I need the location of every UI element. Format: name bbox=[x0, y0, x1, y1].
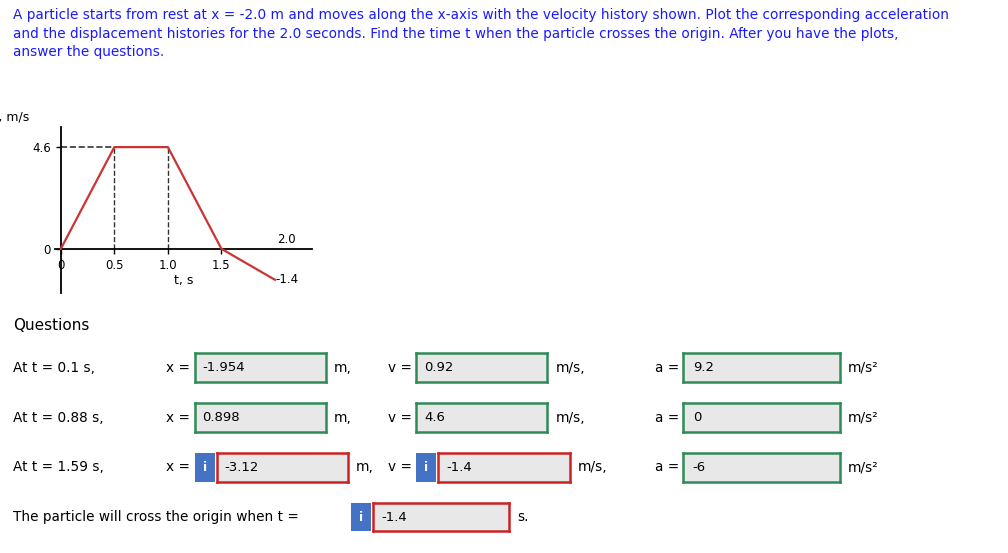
Text: v, m/s: v, m/s bbox=[0, 111, 29, 124]
Text: m,: m, bbox=[334, 361, 352, 375]
Text: x =: x = bbox=[166, 460, 191, 474]
Text: -6: -6 bbox=[692, 461, 706, 474]
Text: 0.898: 0.898 bbox=[203, 411, 240, 424]
Text: m/s²: m/s² bbox=[848, 460, 878, 474]
Text: x =: x = bbox=[166, 361, 191, 375]
Text: A particle starts from rest at x = -2.0 m and moves along the x-axis with the ve: A particle starts from rest at x = -2.0 … bbox=[13, 8, 950, 22]
Text: 0: 0 bbox=[692, 411, 702, 424]
Text: i: i bbox=[203, 461, 207, 474]
X-axis label: t, s: t, s bbox=[174, 274, 194, 288]
Text: m/s²: m/s² bbox=[848, 361, 878, 375]
Text: and the displacement histories for the 2.0 seconds. Find the time t when the par: and the displacement histories for the 2… bbox=[13, 27, 898, 40]
Text: -1.954: -1.954 bbox=[203, 361, 245, 374]
Text: v =: v = bbox=[388, 410, 412, 425]
Text: m/s,: m/s, bbox=[578, 460, 607, 474]
Text: -1.4: -1.4 bbox=[447, 461, 472, 474]
Text: m,: m, bbox=[334, 410, 352, 425]
Text: -1.4: -1.4 bbox=[381, 510, 407, 524]
Text: -3.12: -3.12 bbox=[225, 461, 259, 474]
Text: x =: x = bbox=[166, 410, 191, 425]
Text: 9.2: 9.2 bbox=[692, 361, 714, 374]
Text: v =: v = bbox=[388, 460, 412, 474]
Text: v =: v = bbox=[388, 361, 412, 375]
Text: At t = 0.88 s,: At t = 0.88 s, bbox=[13, 410, 104, 425]
Text: The particle will cross the origin when t =: The particle will cross the origin when … bbox=[13, 510, 303, 524]
Text: a =: a = bbox=[655, 460, 679, 474]
Text: m/s²: m/s² bbox=[848, 410, 878, 425]
Text: s.: s. bbox=[517, 510, 528, 524]
Text: answer the questions.: answer the questions. bbox=[13, 45, 164, 59]
Text: m,: m, bbox=[356, 460, 374, 474]
Text: 4.6: 4.6 bbox=[424, 411, 446, 424]
Text: m/s,: m/s, bbox=[555, 361, 585, 375]
Text: 2.0: 2.0 bbox=[277, 233, 295, 246]
Text: -1.4: -1.4 bbox=[275, 273, 298, 286]
Text: i: i bbox=[359, 510, 363, 524]
Text: i: i bbox=[424, 461, 428, 474]
Text: a =: a = bbox=[655, 361, 679, 375]
Text: At t = 1.59 s,: At t = 1.59 s, bbox=[13, 460, 104, 474]
Text: Questions: Questions bbox=[13, 318, 90, 333]
Text: At t = 0.1 s,: At t = 0.1 s, bbox=[13, 361, 95, 375]
Text: m/s,: m/s, bbox=[555, 410, 585, 425]
Text: a =: a = bbox=[655, 410, 679, 425]
Text: 0.92: 0.92 bbox=[424, 361, 454, 374]
